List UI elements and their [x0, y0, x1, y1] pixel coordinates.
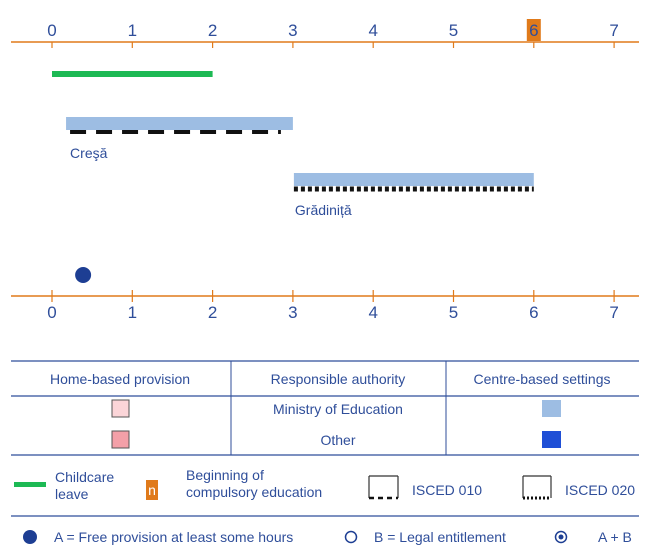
tick-label-2: 2 — [208, 303, 217, 322]
gradinita-label: Grădiniță — [295, 202, 352, 218]
creche-label: Creşă — [70, 145, 108, 161]
childcare-leave-swatch — [14, 482, 46, 487]
legend-legal-entitlement: B = Legal entitlement — [374, 529, 506, 545]
creche-bar — [66, 117, 293, 130]
a-plus-b-legend-circle — [554, 530, 568, 544]
tick-label-6: 6 — [529, 21, 538, 40]
tick-label-5: 5 — [449, 303, 458, 322]
free-provision-legend-dot — [23, 530, 37, 544]
age-axis-bottom: 0 1 2 3 4 5 6 7 — [11, 290, 639, 322]
authority-table: Home-based provision Responsible authori… — [11, 360, 639, 456]
a-plus-b-legend-dot — [558, 534, 564, 540]
home-swatch-other — [111, 430, 130, 449]
legend-childcare-line1: Childcare — [55, 469, 114, 485]
compulsory-marker-box — [146, 480, 158, 500]
childcare-leave-bar — [52, 71, 213, 77]
tick-label-4: 4 — [368, 21, 377, 40]
tick-label-7: 7 — [609, 21, 618, 40]
home-swatch-ministry — [111, 399, 130, 418]
tick-label-1: 1 — [128, 21, 137, 40]
header-responsible-authority: Responsible authority — [271, 371, 406, 387]
legend-row-2: A = Free provision at least some hours B… — [23, 529, 632, 545]
legend-compulsory-line1: Beginning of — [186, 467, 264, 483]
legal-entitlement-legend-circle — [344, 530, 358, 544]
age-axis-top: 0 1 2 3 4 5 6 7 — [11, 19, 639, 48]
isced020-icon — [522, 475, 552, 500]
centre-swatch-other — [542, 431, 561, 448]
legend-compulsory-line2: compulsory education — [186, 484, 322, 500]
authority-ministry: Ministry of Education — [273, 401, 403, 417]
authority-other: Other — [320, 432, 355, 448]
compulsory-age-marker — [526, 19, 541, 41]
tick-label-5: 5 — [449, 21, 458, 40]
tick-label-1: 1 — [128, 303, 137, 322]
tick-label-6: 6 — [529, 303, 538, 322]
legend-row-1: Childcare leave n Beginning of compulsor… — [14, 467, 635, 502]
legend-free-provision: A = Free provision at least some hours — [54, 529, 293, 545]
gradinita-bar-group: Grădiniță — [293, 173, 534, 218]
tick-label-3: 3 — [288, 303, 297, 322]
header-centre-based: Centre-based settings — [474, 371, 611, 387]
creche-bar-group: Creşă — [66, 117, 293, 161]
header-home-based: Home-based provision — [50, 371, 190, 387]
compulsory-marker-letter: n — [148, 482, 156, 498]
tick-label-4: 4 — [368, 303, 377, 322]
tick-label-3: 3 — [288, 21, 297, 40]
tick-label-2: 2 — [208, 21, 217, 40]
legend-isced020: ISCED 020 — [565, 482, 635, 498]
legend-a-plus-b: A + B — [598, 529, 632, 545]
isced010-icon — [368, 475, 399, 500]
free-provision-marker — [75, 267, 92, 283]
tick-label-7: 7 — [609, 303, 618, 322]
tick-label-0: 0 — [47, 303, 56, 322]
gradinita-bar — [293, 173, 534, 186]
tick-label-0: 0 — [47, 21, 56, 40]
legend-childcare-line2: leave — [55, 486, 89, 502]
centre-swatch-ministry — [542, 400, 561, 417]
legend-isced010: ISCED 010 — [412, 482, 482, 498]
